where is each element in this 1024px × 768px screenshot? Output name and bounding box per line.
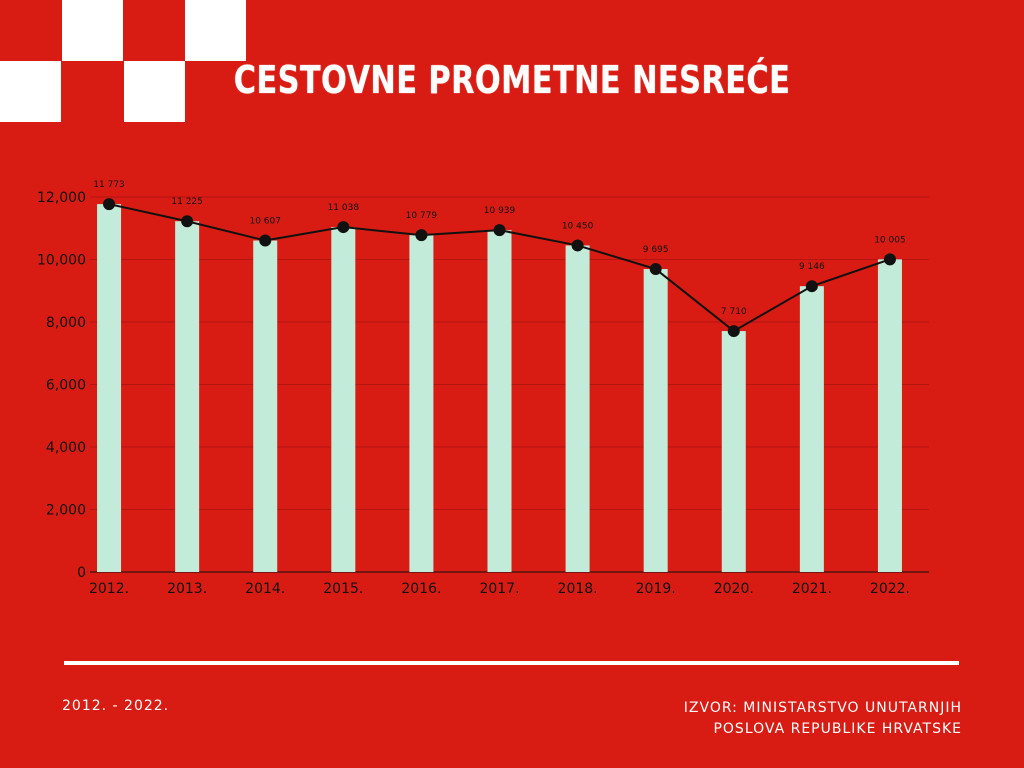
data-point	[259, 234, 272, 247]
y-tick-label: 12,000	[37, 190, 86, 206]
y-tick-label: 4,000	[46, 440, 86, 456]
period-label: 2012. - 2022.	[62, 698, 170, 714]
x-axis: 2012. 2013. 2014. 2015. 2016. 2017. 2018. 2019.…	[89, 581, 910, 597]
data-point	[103, 198, 116, 211]
bar	[175, 221, 200, 572]
x-tick-label: 2014.	[245, 581, 285, 597]
bar	[409, 235, 434, 572]
bar	[487, 230, 512, 572]
data-point	[493, 224, 506, 237]
data-point	[337, 221, 350, 234]
data-label: 9 695	[643, 245, 669, 255]
data-label: 11 773	[93, 180, 125, 190]
y-tick-label: 2,000	[46, 503, 86, 519]
source-line-2: POSLOVA REPUBLIKE HRVATSKE	[713, 721, 962, 737]
x-tick-label: 2022.	[870, 581, 910, 597]
bars	[97, 204, 902, 572]
data-point	[181, 215, 194, 228]
data-point	[415, 229, 428, 242]
data-label: 11 038	[328, 203, 360, 213]
x-tick-label: 2015.	[323, 581, 363, 597]
x-tick-label: 2012.	[89, 581, 129, 597]
x-tick-label: 2021.	[792, 581, 832, 597]
bar	[97, 204, 122, 572]
page-title: CESTOVNE PROMETNE NESREĆE	[233, 58, 791, 102]
bar	[799, 286, 824, 572]
y-tick-label: 6,000	[46, 378, 86, 394]
source-line-1: IZVOR: MINISTARSTVO UNUTARNJIH	[683, 700, 962, 716]
checker-square	[0, 61, 61, 122]
bar	[331, 227, 356, 572]
checker-square	[124, 61, 185, 122]
bar	[565, 245, 590, 572]
x-tick-label: 2017.	[479, 581, 519, 597]
y-tick-label: 10,000	[37, 253, 86, 269]
trend-line	[103, 198, 896, 338]
bar	[877, 259, 902, 572]
data-point	[805, 280, 818, 293]
data-label: 10 779	[406, 211, 438, 221]
data-point	[727, 325, 740, 338]
bar	[643, 269, 668, 572]
x-tick-label: 2019.	[636, 581, 676, 597]
bar	[253, 240, 278, 572]
y-axis: 0 2,000 4,000 6,000 8,000 10,000 12,000	[37, 190, 86, 581]
data-label: 10 005	[874, 235, 906, 245]
data-label: 11 225	[171, 197, 203, 207]
x-tick-label: 2020.	[714, 581, 754, 597]
x-tick-label: 2013.	[167, 581, 207, 597]
y-tick-label: 0	[77, 565, 86, 581]
data-point	[883, 253, 896, 266]
data-labels: 11 773 11 225 10 607 11 038 10 779 10 939 10 4…	[93, 180, 905, 317]
checker-square	[185, 0, 246, 61]
x-tick-label: 2016.	[401, 581, 441, 597]
data-label: 7 710	[721, 307, 747, 317]
data-label: 10 450	[562, 221, 594, 231]
bar	[721, 331, 746, 572]
divider	[64, 661, 959, 665]
data-point	[649, 263, 662, 276]
data-label: 10 607	[249, 217, 281, 227]
data-label: 9 146	[799, 262, 825, 272]
data-label: 10 939	[484, 206, 516, 216]
source-note: IZVOR: MINISTARSTVO UNUTARNJIH POSLOVA R…	[684, 698, 962, 740]
y-tick-label: 8,000	[46, 315, 86, 331]
data-point	[571, 239, 584, 252]
checker-square	[62, 0, 123, 61]
x-tick-label: 2018.	[558, 581, 598, 597]
